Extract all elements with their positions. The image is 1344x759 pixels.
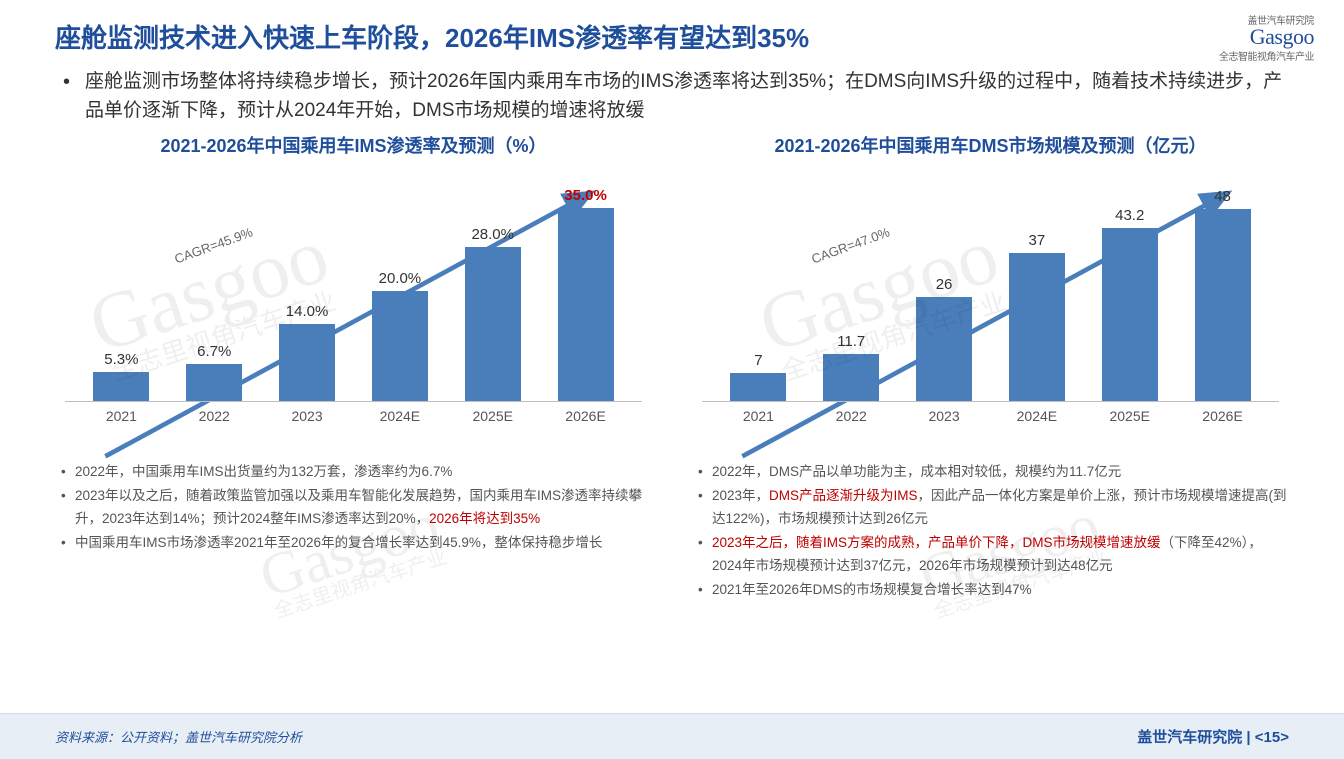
- notes-right: 2022年，DMS产品以单功能为主，成本相对较低，规模约为11.7亿元2023年…: [692, 460, 1289, 602]
- bar-value-label: 11.7: [837, 333, 865, 350]
- chart-left-title: 2021-2026年中国乘用车IMS渗透率及预测（%）: [55, 132, 652, 158]
- x-axis-label: 2022: [175, 408, 253, 424]
- bar-value-label: 43.2: [1115, 207, 1144, 224]
- chart-right-title: 2021-2026年中国乘用车DMS市场规模及预测（亿元）: [692, 132, 1289, 158]
- x-axis-label: 2026E: [1184, 408, 1262, 424]
- bar-group: 20.0%: [361, 270, 439, 401]
- footer-org: 盖世汽车研究院: [1137, 729, 1242, 746]
- bar-value-label: 28.0%: [471, 226, 514, 243]
- bar: [823, 354, 879, 401]
- bar: [730, 373, 786, 401]
- brand-logo: 盖世汽车研究院 Gasgoo 全志智能视角汽车产业: [1219, 12, 1314, 63]
- bar-value-label: 48: [1214, 188, 1231, 205]
- x-axis-label: 2026E: [547, 408, 625, 424]
- note-item: 中国乘用车IMS市场渗透率2021年至2026年的复合增长率达到45.9%，整体…: [59, 531, 652, 555]
- intro-paragraph: 座舱监测市场整体将持续稳步增长，预计2026年国内乘用车市场的IMS渗透率将达到…: [55, 67, 1289, 126]
- footer-source: 资料来源：公开资料；盖世汽车研究院分析: [55, 727, 302, 746]
- bar-value-label: 35.0%: [564, 187, 607, 204]
- note-item: 2022年，中国乘用车IMS出货量约为132万套，渗透率约为6.7%: [59, 460, 652, 484]
- x-axis-label: 2024E: [361, 408, 439, 424]
- slide: 盖世汽车研究院 Gasgoo 全志智能视角汽车产业 座舱监测技术进入快速上车阶段…: [0, 0, 1344, 759]
- x-axis-label: 2021: [719, 408, 797, 424]
- bar-group: 48: [1184, 188, 1262, 401]
- bar: [465, 247, 521, 401]
- bar-group: 11.7: [812, 333, 890, 401]
- logo-sub: 全志智能视角汽车产业: [1219, 48, 1314, 63]
- bar-group: 37: [998, 232, 1076, 401]
- notes-left: 2022年，中国乘用车IMS出货量约为132万套，渗透率约为6.7%2023年以…: [55, 460, 652, 555]
- bar-value-label: 7: [754, 352, 762, 369]
- bar-group: 14.0%: [268, 303, 346, 401]
- bar-value-label: 37: [1029, 232, 1046, 249]
- bar-group: 28.0%: [454, 226, 532, 401]
- note-item: 2023年之后，随着IMS方案的成熟，产品单价下降，DMS市场规模增速放缓（下降…: [696, 531, 1289, 578]
- bar-group: 26: [905, 276, 983, 401]
- bar: [186, 364, 242, 401]
- chart-left-xaxis: 2021 2022 2023 2024E 2025E 2026E: [65, 402, 642, 424]
- x-axis-label: 2023: [905, 408, 983, 424]
- page-number: 15: [1264, 729, 1281, 746]
- footer-pager: 盖世汽车研究院 | <15>: [1137, 726, 1289, 747]
- chart-right: CAGR=47.0% 711.7263743.248 2021202220232…: [692, 162, 1289, 442]
- footer: 资料来源：公开资料；盖世汽车研究院分析 盖世汽车研究院 | <15>: [0, 713, 1344, 759]
- bar: [279, 324, 335, 401]
- bar-value-label: 26: [936, 276, 953, 293]
- chart-right-column: 2021-2026年中国乘用车DMS市场规模及预测（亿元） CAGR=47.0%…: [692, 132, 1289, 602]
- chart-left-column: 2021-2026年中国乘用车IMS渗透率及预测（%） CAGR=45.9% 5…: [55, 132, 652, 602]
- chart-right-xaxis: 2021 2022 2023 2024E 2025E 2026E: [702, 402, 1279, 424]
- page-title: 座舱监测技术进入快速上车阶段，2026年IMS渗透率有望达到35%: [55, 18, 1289, 55]
- x-axis-label: 2021: [82, 408, 160, 424]
- chart-left-bars: 5.3% 6.7% 14.0% 20.0% 28.0% 35.0%: [65, 172, 642, 402]
- bar: [1009, 253, 1065, 401]
- chart-left: CAGR=45.9% 5.3%6.7%14.0%20.0%28.0%35.0% …: [55, 162, 652, 442]
- highlight-text: 2023年之后，随着IMS方案的成熟，产品单价下降，DMS市场规模增速放缓: [712, 535, 1161, 550]
- bar-value-label: 20.0%: [379, 270, 422, 287]
- bar: [916, 297, 972, 401]
- bar: [372, 291, 428, 401]
- note-item: 2022年，DMS产品以单功能为主，成本相对较低，规模约为11.7亿元: [696, 460, 1289, 484]
- bar-group: 6.7%: [175, 343, 253, 401]
- charts-row: 2021-2026年中国乘用车IMS渗透率及预测（%） CAGR=45.9% 5…: [55, 132, 1289, 602]
- bar: [558, 208, 614, 401]
- note-item: 2023年以及之后，随着政策监管加强以及乘用车智能化发展趋势，国内乘用车IMS渗…: [59, 484, 652, 531]
- bar-group: 7: [719, 352, 797, 401]
- chart-right-bars: 7 11.7 26 37 43.2 48: [702, 172, 1279, 402]
- note-item: 2021年至2026年DMS的市场规模复合增长率达到47%: [696, 578, 1289, 602]
- x-axis-label: 2022: [812, 408, 890, 424]
- bar: [1195, 209, 1251, 401]
- x-axis-label: 2025E: [454, 408, 532, 424]
- x-axis-label: 2025E: [1091, 408, 1169, 424]
- bar-group: 35.0%: [547, 187, 625, 401]
- note-item: 2023年，DMS产品逐渐升级为IMS，因此产品一体化方案是单价上涨，预计市场规…: [696, 484, 1289, 531]
- bar: [1102, 228, 1158, 401]
- x-axis-label: 2024E: [998, 408, 1076, 424]
- bar-value-label: 6.7%: [197, 343, 231, 360]
- bar-value-label: 5.3%: [104, 351, 138, 368]
- x-axis-label: 2023: [268, 408, 346, 424]
- logo-brand: Gasgoo: [1250, 24, 1314, 49]
- bar-value-label: 14.0%: [286, 303, 329, 320]
- bar-group: 5.3%: [82, 351, 160, 401]
- bar: [93, 372, 149, 401]
- highlight-text: DMS产品逐渐升级为IMS: [769, 488, 918, 503]
- bar-group: 43.2: [1091, 207, 1169, 401]
- highlight-text: 2026年将达到35%: [429, 511, 540, 526]
